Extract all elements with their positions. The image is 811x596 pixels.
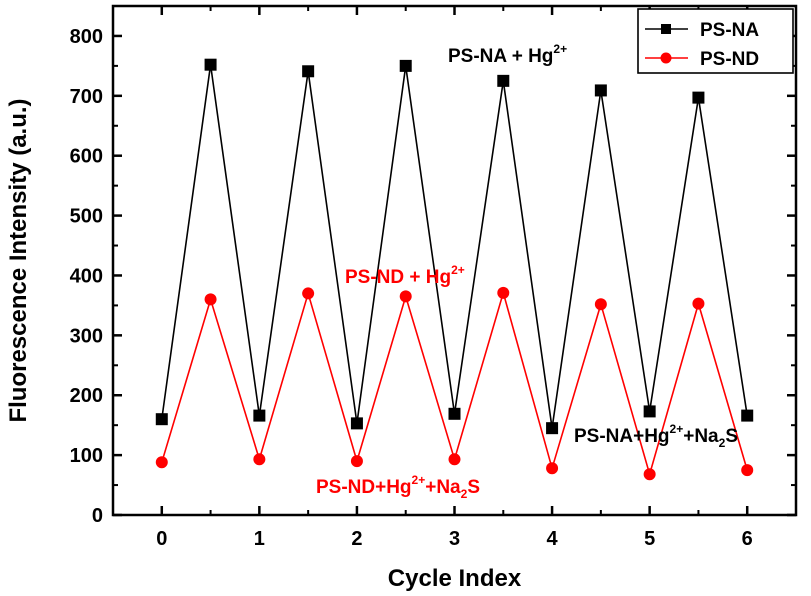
annotation-tail: S [725,426,738,447]
legend-item-ps-na: PS-NA [645,20,759,41]
data-point [448,453,461,466]
y-tick-label: 600 [70,146,103,168]
annotation-base: PS-NA+Hg [574,426,670,447]
data-point [302,287,315,300]
x-tick-label: 6 [742,528,753,550]
annotation-sub: 2 [461,487,468,501]
data-point [546,462,559,475]
y-tick-label: 500 [70,206,103,228]
legend-item-ps-nd: PS-ND [645,49,759,70]
data-point [204,58,217,71]
x-tick-label: 3 [449,528,460,550]
legend-label: PS-NA [700,20,759,41]
annotations: PS-NA + Hg2+PS-ND + Hg2+PS-NA+Hg2++Na2SP… [316,42,738,501]
data-point [399,59,412,72]
annotation-sub: 2 [719,436,726,450]
annotation-tail: S [467,477,480,498]
y-tick-label: 200 [70,385,103,407]
annotation-mid: +Na [683,426,719,447]
annotation-sup: 2+ [553,42,567,56]
data-point [448,407,461,420]
annotation-na-hg-na2s: PS-NA+Hg2++Na2S [574,422,738,450]
annotation-base: PS-ND + Hg [345,267,451,288]
y-axis-title: Fluorescence Intensity (a.u.) [5,98,32,422]
y-tick-label: 800 [70,26,103,48]
data-point [350,417,363,430]
annotation-nd-hg-na2s: PS-ND+Hg2++Na2S [316,473,480,501]
x-tick-label: 4 [547,528,559,550]
data-point [350,455,363,468]
data-point [741,409,754,422]
data-point [594,84,607,97]
data-point [546,422,559,435]
x-tick-label: 5 [644,528,655,550]
series-ps-nd [155,286,754,481]
annotation-mid: +Na [425,477,461,498]
x-tick-label: 1 [254,528,265,550]
data-point [594,298,607,311]
series-layer [155,58,754,481]
annotation-base: PS-NA + Hg [448,46,553,67]
annotation-base: PS-ND+Hg [316,477,412,498]
data-point [643,468,656,481]
data-point [741,464,754,477]
legend-marker [660,52,672,64]
series-ps-na [155,58,754,435]
data-point [497,286,510,299]
data-point [497,74,510,87]
data-point [302,65,315,78]
x-tick-label: 0 [156,528,167,550]
data-point [204,293,217,306]
legend-label: PS-ND [700,49,759,70]
data-point [155,456,168,469]
annotation-na-hg: PS-NA + Hg2+ [448,42,567,67]
data-point [643,405,656,418]
y-tick-label: 0 [92,505,103,527]
annotation-sup: 2+ [670,422,684,436]
annotation-sup: 2+ [412,473,426,487]
y-tick-label: 400 [70,265,103,287]
data-point [692,297,705,310]
annotation-sup: 2+ [451,263,465,277]
x-tick-label: 2 [351,528,362,550]
legend: PS-NA PS-ND [637,8,794,74]
x-axis-title: Cycle Index [388,565,522,592]
annotation-nd-hg: PS-ND + Hg2+ [345,263,465,288]
y-tick-label: 100 [70,445,103,467]
data-point [692,91,705,104]
axes: 0 1 2 3 4 5 6 0 100 200 300 400 500 600 700 800 Cycle In… [5,4,798,592]
data-point [399,290,412,303]
data-point [253,409,266,422]
legend-marker [661,24,671,34]
data-point [155,413,168,426]
y-tick-label: 700 [70,86,103,108]
y-tick-label: 300 [70,325,103,347]
data-point [253,453,266,466]
